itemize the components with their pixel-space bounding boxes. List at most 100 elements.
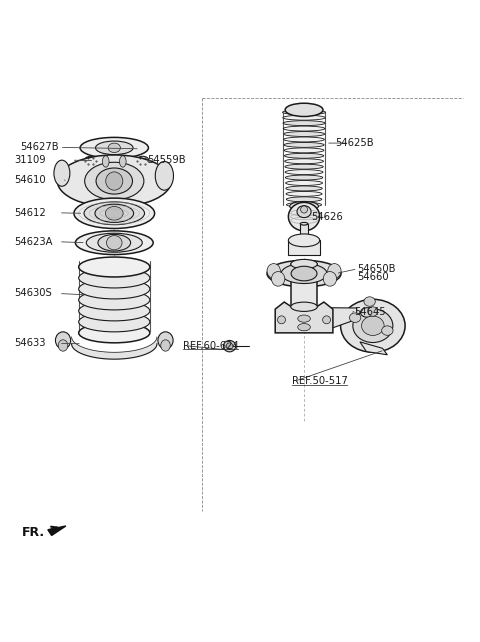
Ellipse shape <box>285 164 323 169</box>
Ellipse shape <box>58 340 68 351</box>
Ellipse shape <box>84 202 144 225</box>
Polygon shape <box>48 526 66 535</box>
Ellipse shape <box>98 234 131 251</box>
Ellipse shape <box>288 202 320 231</box>
Ellipse shape <box>286 180 323 186</box>
Ellipse shape <box>288 234 320 247</box>
Ellipse shape <box>285 153 324 158</box>
Ellipse shape <box>106 207 123 220</box>
Ellipse shape <box>155 162 173 190</box>
Ellipse shape <box>96 168 132 194</box>
Ellipse shape <box>137 156 149 165</box>
Ellipse shape <box>300 222 308 225</box>
Ellipse shape <box>80 137 148 159</box>
Ellipse shape <box>272 272 285 286</box>
Text: 54630S: 54630S <box>14 288 52 299</box>
Ellipse shape <box>382 326 393 335</box>
Ellipse shape <box>267 260 341 287</box>
Ellipse shape <box>79 323 150 343</box>
Ellipse shape <box>79 301 150 321</box>
Ellipse shape <box>297 205 311 218</box>
Text: 31109: 31109 <box>14 155 46 165</box>
Text: FR.: FR. <box>22 526 45 539</box>
Ellipse shape <box>96 141 133 155</box>
Ellipse shape <box>56 332 71 349</box>
Ellipse shape <box>281 264 327 284</box>
Ellipse shape <box>74 198 155 229</box>
Ellipse shape <box>361 316 384 335</box>
Polygon shape <box>275 302 333 333</box>
Text: 54650B: 54650B <box>358 264 396 273</box>
Ellipse shape <box>298 315 311 322</box>
Text: 54623A: 54623A <box>14 237 53 247</box>
Ellipse shape <box>290 202 318 211</box>
Ellipse shape <box>277 316 286 324</box>
Polygon shape <box>300 224 308 246</box>
Ellipse shape <box>107 236 122 250</box>
Ellipse shape <box>283 110 325 115</box>
Polygon shape <box>72 337 157 359</box>
Ellipse shape <box>284 143 324 148</box>
Ellipse shape <box>360 308 374 317</box>
Ellipse shape <box>84 162 144 200</box>
Ellipse shape <box>54 160 70 186</box>
Ellipse shape <box>323 316 331 324</box>
Ellipse shape <box>79 268 150 288</box>
Ellipse shape <box>324 272 336 286</box>
Ellipse shape <box>286 197 322 202</box>
Ellipse shape <box>364 297 375 306</box>
Ellipse shape <box>86 233 142 252</box>
Ellipse shape <box>291 266 317 281</box>
Ellipse shape <box>291 302 317 311</box>
Ellipse shape <box>283 126 325 131</box>
Ellipse shape <box>286 191 322 196</box>
Text: 54625B: 54625B <box>335 138 373 148</box>
Ellipse shape <box>226 343 233 349</box>
Ellipse shape <box>285 103 323 116</box>
Text: 54633: 54633 <box>14 338 46 349</box>
Ellipse shape <box>285 175 323 180</box>
Ellipse shape <box>79 257 150 277</box>
Polygon shape <box>360 342 387 355</box>
Text: 54627B: 54627B <box>20 143 59 152</box>
Ellipse shape <box>75 231 153 255</box>
Polygon shape <box>291 264 317 307</box>
Ellipse shape <box>79 290 150 310</box>
Ellipse shape <box>120 156 126 167</box>
Polygon shape <box>288 240 320 255</box>
Ellipse shape <box>341 299 405 352</box>
Ellipse shape <box>349 313 361 322</box>
Ellipse shape <box>285 169 323 175</box>
Ellipse shape <box>287 202 322 207</box>
Text: 54645: 54645 <box>354 306 385 317</box>
Ellipse shape <box>283 121 325 126</box>
Text: 54610: 54610 <box>14 175 46 185</box>
Ellipse shape <box>291 259 317 269</box>
Text: 54559B: 54559B <box>147 155 186 165</box>
Ellipse shape <box>106 172 123 190</box>
Ellipse shape <box>84 156 96 165</box>
Ellipse shape <box>283 115 325 120</box>
Ellipse shape <box>284 132 324 137</box>
Ellipse shape <box>223 340 236 352</box>
Text: 54626: 54626 <box>311 212 343 221</box>
Ellipse shape <box>267 264 280 278</box>
Ellipse shape <box>328 264 341 278</box>
Ellipse shape <box>108 143 120 153</box>
Text: REF.50-517: REF.50-517 <box>292 376 348 386</box>
Ellipse shape <box>102 156 109 167</box>
Ellipse shape <box>57 155 171 207</box>
Ellipse shape <box>298 324 311 331</box>
Ellipse shape <box>300 206 308 213</box>
Text: REF.60-624: REF.60-624 <box>183 341 239 351</box>
Text: 54612: 54612 <box>14 208 47 218</box>
Ellipse shape <box>79 312 150 332</box>
Ellipse shape <box>353 309 393 343</box>
Polygon shape <box>329 308 357 329</box>
Ellipse shape <box>95 204 133 222</box>
Text: 54660: 54660 <box>358 272 389 282</box>
Ellipse shape <box>161 340 170 351</box>
Ellipse shape <box>284 148 324 153</box>
Ellipse shape <box>286 186 322 191</box>
Ellipse shape <box>284 137 324 142</box>
